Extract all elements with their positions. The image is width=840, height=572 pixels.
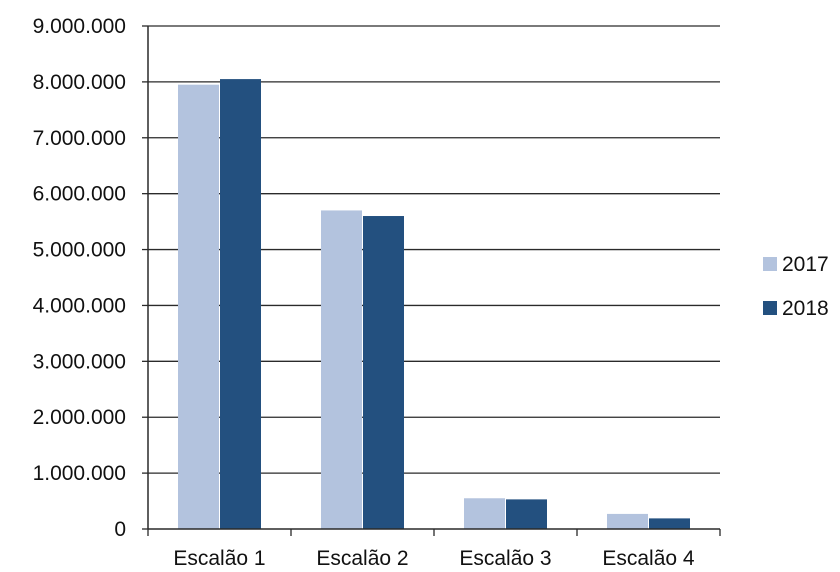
- x-tick-labels: Escalão 1 Escalão 2 Escalão 3 Escalão 4: [173, 547, 695, 570]
- x-tick-label: Escalão 1: [173, 547, 265, 570]
- bar-2017-2: [321, 210, 362, 529]
- legend-swatch-2018: [763, 301, 777, 315]
- y-tick-label: 1.000.000: [33, 462, 126, 485]
- bar-2018-2: [363, 216, 404, 529]
- axes: [142, 25, 721, 536]
- y-tick-label: 6.000.000: [33, 183, 126, 206]
- y-tick-label: 2.000.000: [33, 406, 126, 429]
- legend: 2017 2018: [763, 253, 829, 320]
- y-tick-label: 4.000.000: [33, 294, 126, 317]
- bar-2018-4: [649, 518, 690, 529]
- legend-label-2017: 2017: [782, 253, 829, 276]
- bar-2017-4: [607, 513, 648, 529]
- bars: [178, 79, 690, 529]
- legend-label-2018: 2018: [782, 297, 829, 320]
- bar-2017-3: [464, 498, 505, 529]
- x-tick-label: Escalão 3: [459, 547, 551, 570]
- y-tick-label: 5.000.000: [33, 239, 126, 262]
- y-tick-label: 3.000.000: [33, 350, 126, 373]
- y-tick-label: 9.000.000: [33, 15, 126, 38]
- legend-swatch-2017: [763, 257, 777, 271]
- x-tick-label: Escalão 2: [316, 547, 408, 570]
- y-tick-label: 8.000.000: [33, 71, 126, 94]
- y-tick-labels: 0 1.000.000 2.000.000 3.000.000 4.000.000 5.0…: [33, 15, 126, 541]
- bar-2018-3: [506, 499, 547, 529]
- y-tick-label: 0: [114, 518, 126, 541]
- x-tick-label: Escalão 4: [602, 547, 695, 570]
- bar-2018-1: [220, 79, 261, 529]
- bar-2017-1: [178, 84, 219, 529]
- y-tick-label: 7.000.000: [33, 127, 126, 150]
